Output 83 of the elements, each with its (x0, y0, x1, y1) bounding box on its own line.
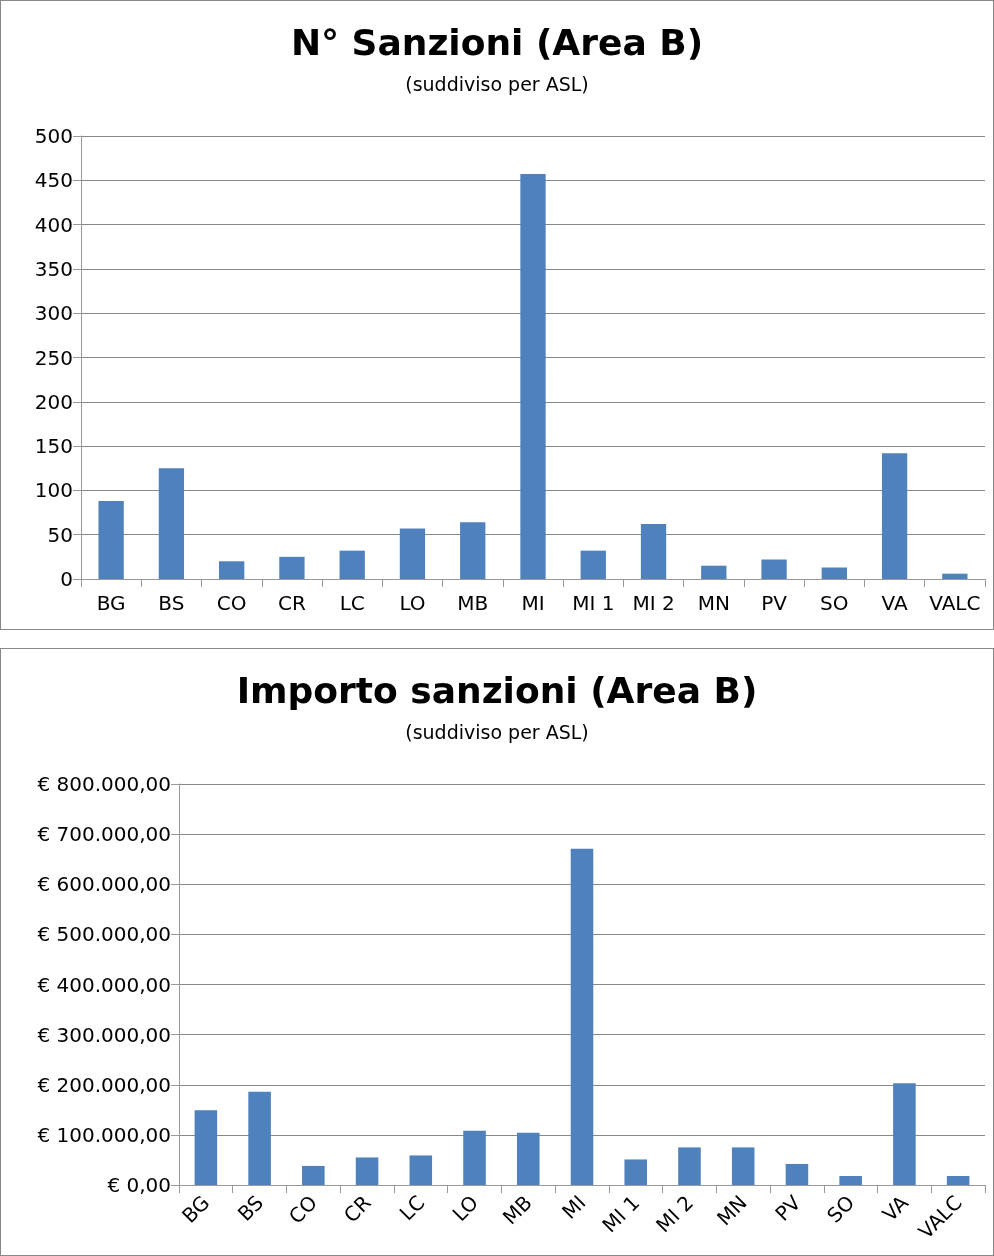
chart-title: N° Sanzioni (Area B) (290, 21, 704, 63)
x-tick-label: PV (761, 591, 788, 615)
x-tick-label: MN (711, 1190, 752, 1231)
x-tick-label: PV (770, 1190, 806, 1226)
x-tick-label: BG (176, 1190, 215, 1228)
y-tick-label: € 0,00 (107, 1173, 171, 1197)
bar (460, 522, 486, 579)
y-tick-label: € 100.000,00 (37, 1122, 171, 1147)
x-tick-label: MB (457, 591, 489, 615)
x-tick-label: BS (232, 1190, 269, 1226)
y-tick-label: 50 (47, 522, 73, 547)
y-tick-label: € 700.000,00 (37, 822, 171, 847)
y-tick-label: 200 (34, 389, 73, 414)
x-tick-label: BG (96, 591, 126, 615)
y-tick-label: € 400.000,00 (37, 972, 171, 997)
x-tick-label: VA (877, 1190, 914, 1226)
x-tick-label: VA (881, 591, 908, 615)
y-tick-label: € 500.000,00 (37, 922, 171, 947)
bar (570, 848, 594, 1185)
x-tick-label: MN (697, 591, 730, 615)
bar (219, 561, 245, 579)
bar (731, 1147, 755, 1185)
x-tick-label: MI 1 (572, 591, 615, 615)
y-tick-label: 500 (34, 124, 73, 148)
y-tick-label: 450 (34, 168, 73, 193)
y-tick-label: 400 (34, 212, 73, 237)
bar (893, 1083, 916, 1185)
y-tick-label: 0 (60, 567, 73, 591)
chart-subtitle: (suddiviso per ASL) (405, 72, 589, 95)
bar (355, 1157, 379, 1185)
x-tick-label: MI (521, 591, 545, 615)
bar (881, 453, 908, 579)
bar (701, 565, 727, 579)
chart-subtitle: (suddiviso per ASL) (405, 720, 589, 743)
y-tick-label: € 600.000,00 (37, 872, 171, 897)
x-tick-label: MI 1 (597, 1190, 645, 1238)
bar (839, 1175, 862, 1185)
bar (785, 1163, 809, 1185)
x-tick-label: SO (822, 1190, 860, 1228)
bar (640, 524, 667, 579)
bar (463, 1130, 486, 1185)
x-tick-label: CR (338, 1190, 376, 1228)
y-tick-label: 350 (34, 256, 73, 281)
bar (339, 550, 365, 579)
x-tick-label: BS (158, 591, 185, 615)
y-tick-label: 300 (34, 301, 73, 326)
x-tick-label: CO (283, 1190, 322, 1229)
bar (158, 468, 185, 579)
bar (821, 567, 847, 579)
y-tick-label: € 300.000,00 (37, 1022, 171, 1047)
x-tick-label: MI 2 (651, 1190, 698, 1238)
bar (580, 550, 606, 579)
x-tick-label: LC (394, 1190, 430, 1226)
bar (516, 1132, 540, 1185)
chart-title: Importo sanzioni (Area B) (236, 669, 758, 711)
x-tick-label: CO (216, 591, 247, 615)
y-tick-label: 150 (34, 434, 73, 459)
bar (248, 1091, 271, 1185)
bar (279, 556, 305, 579)
y-tick-label: € 800.000,00 (37, 772, 171, 796)
x-tick-label: MI (557, 1190, 591, 1224)
bar (409, 1155, 433, 1185)
x-tick-label: MI 2 (632, 591, 675, 615)
bar (946, 1175, 970, 1185)
x-tick-label: VALC (929, 591, 981, 615)
bar (761, 559, 787, 579)
x-tick-label: LC (339, 591, 365, 615)
x-tick-label: CR (278, 591, 306, 615)
x-tick-label: LO (447, 1190, 484, 1226)
bar (302, 1165, 325, 1185)
bar (520, 174, 546, 579)
x-tick-label: SO (820, 591, 849, 615)
y-tick-label: 250 (34, 345, 73, 370)
bar (98, 501, 124, 579)
bar (194, 1110, 218, 1185)
bar (399, 528, 426, 579)
bar (942, 573, 968, 579)
bar (678, 1147, 701, 1185)
x-tick-label: LO (399, 591, 426, 615)
bar (624, 1159, 648, 1185)
x-tick-label: MB (497, 1190, 537, 1230)
y-tick-label: 100 (34, 478, 73, 503)
y-tick-label: € 200.000,00 (37, 1072, 171, 1097)
